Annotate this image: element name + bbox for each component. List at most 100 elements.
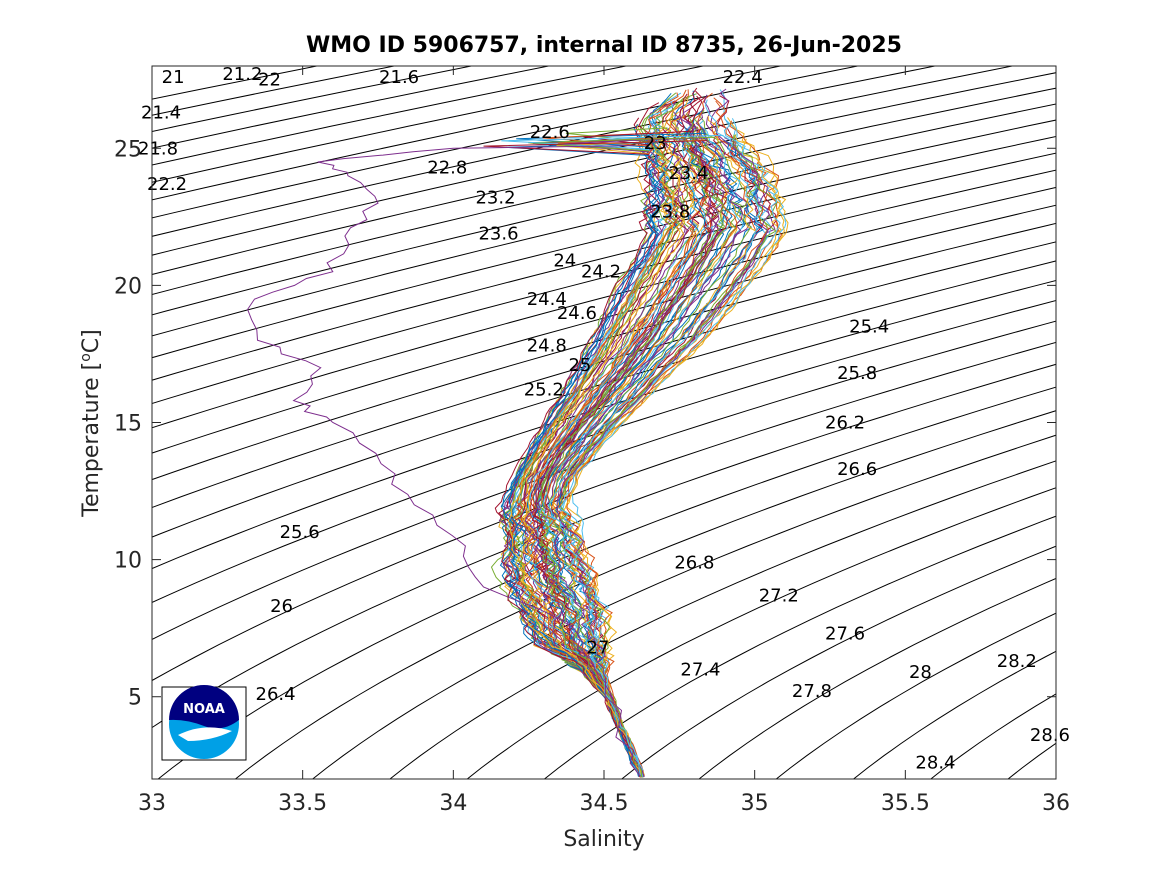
contour-label: 23 [644, 133, 667, 154]
profile-surface-segment [483, 140, 707, 155]
contour-line [234, 410, 1056, 779]
contour-line [152, 341, 1056, 682]
contour-label: 27 [587, 637, 610, 658]
y-axis-label-degree: o [78, 353, 94, 362]
profile-lines [247, 87, 789, 778]
contour-label: 24.8 [527, 336, 567, 357]
y-axis-label-prefix: Temperature [ [79, 362, 104, 518]
contour-label: 27.8 [792, 681, 832, 702]
x-tick-label: 34.5 [580, 791, 629, 816]
profile-line [500, 139, 660, 776]
logo-text: NOAA [183, 702, 225, 717]
contour-line [852, 650, 1056, 779]
contour-label: 25.8 [837, 363, 877, 384]
contour-label: 23.4 [668, 163, 708, 184]
contour-label: 24.2 [581, 262, 621, 283]
profile-line [508, 92, 679, 778]
contour-line [466, 487, 1056, 779]
y-tick-label: 25 [114, 137, 142, 162]
profile-line [556, 88, 770, 778]
contour-line [152, 320, 1056, 641]
contour-label: 24.6 [557, 303, 597, 324]
contour-line [152, 66, 1015, 256]
contour-label: 21 [162, 67, 185, 88]
contour-line [152, 260, 1056, 538]
contour-line [698, 577, 1056, 779]
contour-line [152, 204, 1056, 454]
profile-line [498, 134, 661, 778]
x-axis-ticks: 33 33.5 34 34.5 35 35.5 36 [138, 66, 1070, 816]
contour-line [152, 222, 1056, 481]
contour-label: 26 [270, 596, 293, 617]
profile-line [540, 111, 738, 777]
x-tick-label: 33 [138, 791, 166, 816]
contour-line [152, 72, 1056, 276]
contour-label: 22.4 [723, 67, 763, 88]
contour-label: 22 [258, 70, 281, 91]
profile-line [531, 146, 717, 776]
noaa-logo: NOAA [161, 685, 247, 761]
contour-line [152, 87, 1056, 295]
profile-line [547, 99, 761, 776]
contour-label: 26.6 [837, 459, 877, 480]
contour-label: 22.6 [530, 122, 570, 143]
contour-line [152, 169, 1056, 405]
contour-label: 28.6 [1030, 725, 1070, 746]
contour-label: 24.4 [527, 289, 567, 310]
contour-line [152, 66, 783, 201]
contour-line [152, 66, 861, 219]
chart-title: WMO ID 5906757, internal ID 8735, 26-Jun… [306, 33, 902, 58]
x-tick-label: 35 [741, 791, 769, 816]
y-tick-label: 5 [128, 686, 142, 711]
logo-wave [178, 727, 232, 741]
contour-label: 27.2 [759, 585, 799, 606]
contour-line [152, 152, 1056, 381]
profile-line [559, 134, 778, 778]
contour-line [389, 460, 1056, 779]
profile-line [531, 128, 708, 778]
contour-label: 24 [553, 251, 576, 272]
y-tick-label: 15 [114, 412, 142, 437]
contour-line [152, 119, 1056, 337]
contour-label: 26.2 [825, 413, 865, 434]
x-tick-label: 35.5 [881, 791, 930, 816]
contour-labels: 21 21.2 21.622 22.421.421.822.222.622.82323… [138, 64, 1070, 773]
x-tick-label: 33.5 [278, 791, 327, 816]
contour-label: 28.2 [997, 651, 1037, 672]
density-contours [152, 66, 1056, 779]
contour-line [152, 241, 1056, 509]
contour-label: 21.2 [222, 64, 262, 85]
contour-line [152, 66, 706, 183]
contour-line [152, 103, 1056, 316]
contour-label: 25.6 [280, 522, 320, 543]
contour-line [775, 612, 1056, 779]
contour-label: 21.6 [379, 67, 419, 88]
x-tick-label: 34 [439, 791, 467, 816]
profile-line [520, 102, 686, 776]
contour-label: 26.8 [674, 552, 714, 573]
contour-line [152, 363, 1056, 729]
contour-line [152, 135, 1056, 359]
contour-label: 27.6 [825, 624, 865, 645]
profile-line [559, 118, 781, 777]
logo-top [169, 685, 239, 729]
contour-line [157, 386, 1056, 779]
profile-line [507, 123, 675, 776]
y-axis-label-suffix: C] [79, 329, 104, 353]
contour-label: 28 [909, 662, 932, 683]
x-axis-label: Salinity [563, 827, 644, 852]
contour-label: 25 [568, 355, 591, 376]
y-axis-ticks: 5 10 15 20 25 [114, 137, 1056, 711]
x-tick-label: 36 [1042, 791, 1070, 816]
contour-line [152, 299, 1056, 604]
contour-label: 22.8 [427, 157, 467, 178]
contour-line [311, 434, 1056, 779]
profile-line [540, 113, 725, 778]
y-axis-label: Temperature [oC] [78, 329, 104, 517]
contour-label: 23.8 [650, 201, 690, 222]
contour-label: 23.6 [478, 223, 518, 244]
contour-line [620, 545, 1056, 779]
contour-label: 23.2 [475, 188, 515, 209]
contour-line [543, 515, 1056, 779]
